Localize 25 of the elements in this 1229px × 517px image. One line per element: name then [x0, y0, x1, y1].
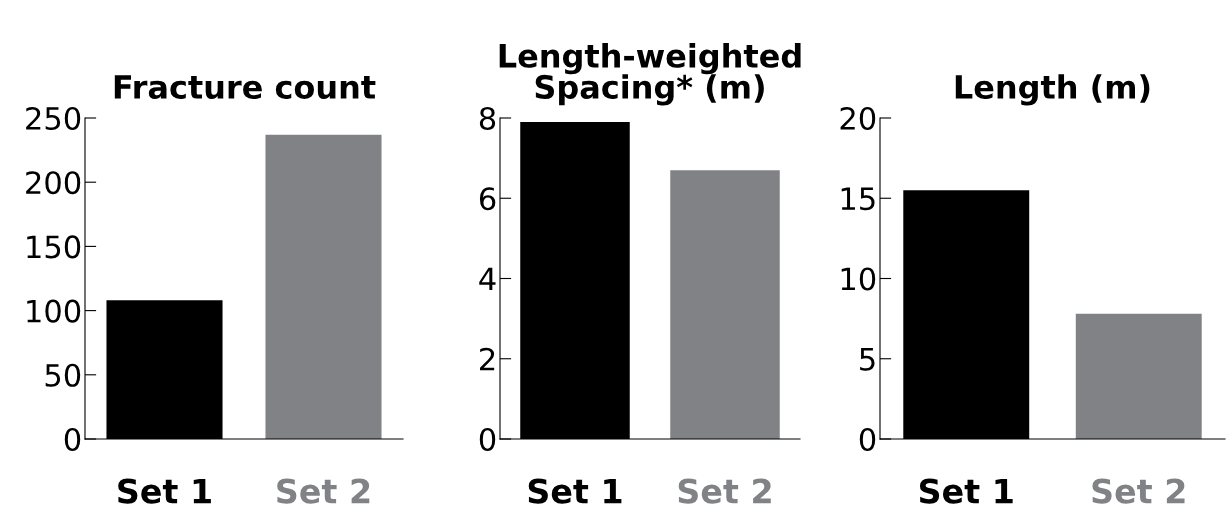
y-tick-label: 50	[45, 363, 81, 387]
chart-title: Length (m)	[955, 74, 1150, 106]
y-tick-label: 250	[26, 106, 81, 131]
y-tick-label: 2	[480, 347, 495, 371]
x-tick-label: Set 2	[678, 478, 771, 504]
x-tick-label: Set 1	[919, 478, 1013, 504]
y-tick-label: 0	[859, 427, 876, 452]
y-tick-label: 6	[479, 187, 496, 211]
y-tick-label: 15	[841, 187, 875, 211]
y-tick-label: 0	[479, 427, 496, 452]
y-tick-label: 10	[841, 267, 876, 291]
chart-title: Fracture count	[114, 75, 376, 100]
y-tick-label: 20	[840, 106, 876, 131]
y-tick-label: 8	[479, 106, 496, 131]
y-tick-label: 100	[27, 299, 81, 323]
x-tick-label: Set 2	[1092, 478, 1185, 504]
x-tick-label: Set 2	[277, 478, 370, 504]
y-tick-label: 0	[64, 427, 81, 452]
x-tick-label: Set 1	[528, 478, 622, 504]
y-tick-label: 200	[26, 171, 81, 195]
x-tick-label: Set 1	[118, 478, 211, 504]
y-tick-label: 4	[479, 267, 496, 291]
y-tick-label: 150	[27, 235, 81, 259]
chart-title: Length-weighted Spacing* (m)	[499, 43, 801, 106]
y-tick-label: 5	[860, 348, 875, 371]
